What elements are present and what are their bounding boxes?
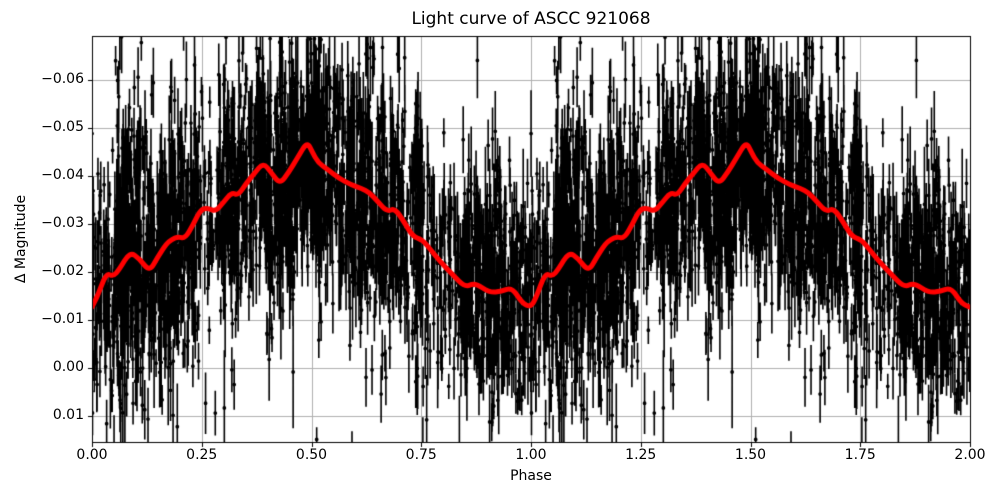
y-tick-label: 0.00 <box>52 359 84 376</box>
x-tick-label: 0.50 <box>295 447 328 463</box>
x-tick-label: 1.75 <box>844 447 876 463</box>
y-tick-label: −0.04 <box>41 167 84 184</box>
y-tick-label: −0.03 <box>41 215 84 232</box>
x-tick-label: 0.75 <box>405 447 437 463</box>
y-tick-label: −0.01 <box>41 311 84 328</box>
x-tick-label: 1.00 <box>515 447 547 463</box>
x-tick-label: 1.25 <box>625 447 657 463</box>
x-tick-label: 1.50 <box>734 447 767 463</box>
y-tick-label: −0.06 <box>41 71 84 88</box>
x-tick-label: 0.25 <box>186 447 218 463</box>
y-tick-label: −0.05 <box>41 119 84 136</box>
x-tick-label: 0.00 <box>76 447 108 463</box>
y-tick-label: 0.01 <box>52 407 84 424</box>
x-axis-label: Phase <box>510 468 552 484</box>
chart-title: Light curve of ASCC 921068 <box>411 9 651 29</box>
x-tick-label: 2.00 <box>954 447 986 463</box>
y-tick-label: −0.02 <box>41 263 84 280</box>
